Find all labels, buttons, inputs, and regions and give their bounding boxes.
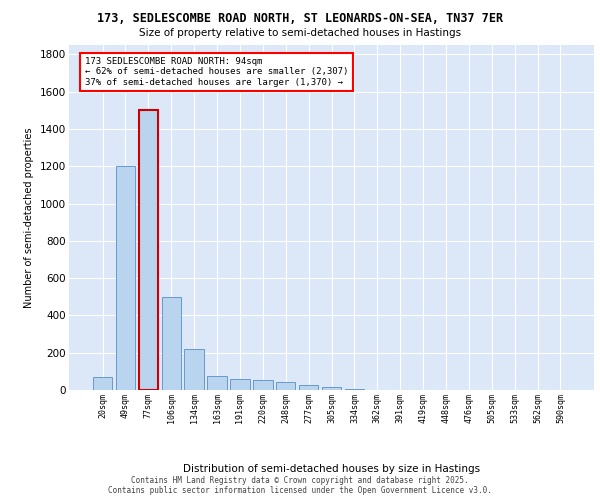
Bar	[93, 377, 112, 390]
Y-axis label: Number of semi-detached properties: Number of semi-detached properties	[25, 127, 34, 308]
Bar	[208, 376, 227, 390]
X-axis label: Distribution of semi-detached houses by size in Hastings: Distribution of semi-detached houses by …	[183, 464, 480, 474]
Bar	[322, 387, 341, 390]
Bar	[344, 389, 364, 390]
Bar	[276, 382, 295, 390]
Bar	[299, 386, 319, 390]
Bar	[139, 110, 158, 390]
Text: 173 SEDLESCOMBE ROAD NORTH: 94sqm
← 62% of semi-detached houses are smaller (2,3: 173 SEDLESCOMBE ROAD NORTH: 94sqm ← 62% …	[85, 57, 348, 87]
Bar	[184, 349, 204, 390]
Bar	[230, 379, 250, 390]
Bar	[116, 166, 135, 390]
Text: Contains public sector information licensed under the Open Government Licence v3: Contains public sector information licen…	[108, 486, 492, 495]
Text: Size of property relative to semi-detached houses in Hastings: Size of property relative to semi-detach…	[139, 28, 461, 38]
Text: Contains HM Land Registry data © Crown copyright and database right 2025.: Contains HM Land Registry data © Crown c…	[131, 476, 469, 485]
Bar	[161, 297, 181, 390]
Bar	[253, 380, 272, 390]
Text: 173, SEDLESCOMBE ROAD NORTH, ST LEONARDS-ON-SEA, TN37 7ER: 173, SEDLESCOMBE ROAD NORTH, ST LEONARDS…	[97, 12, 503, 26]
